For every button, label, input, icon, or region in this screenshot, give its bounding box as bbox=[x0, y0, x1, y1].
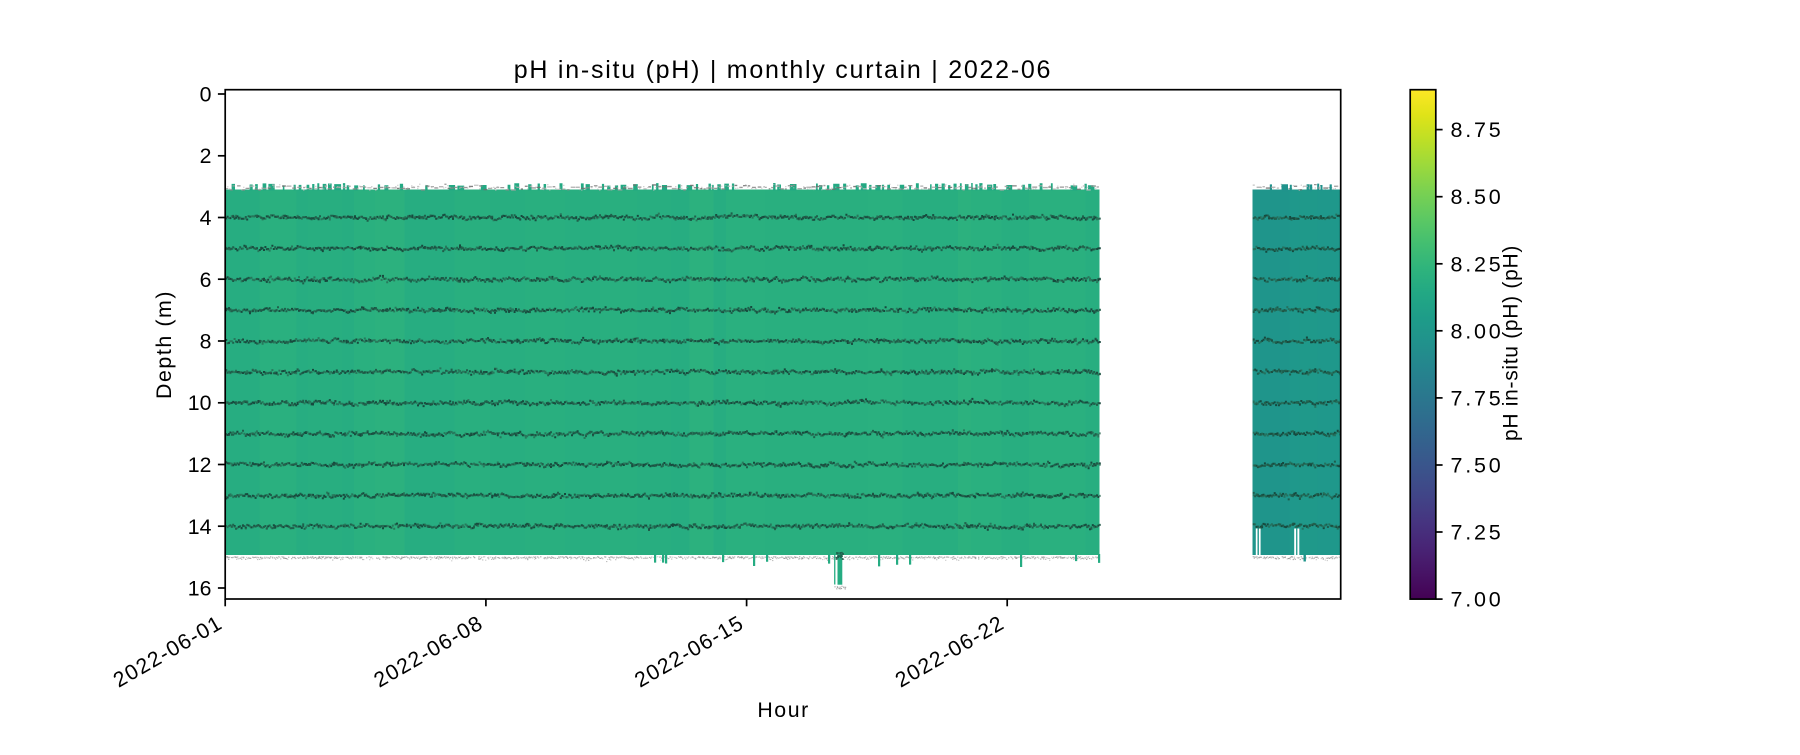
svg-text:8.25: 8.25 bbox=[1451, 252, 1504, 276]
svg-text:10: 10 bbox=[188, 391, 212, 415]
svg-text:7.25: 7.25 bbox=[1451, 521, 1504, 545]
svg-text:8: 8 bbox=[200, 330, 212, 354]
svg-text:8.75: 8.75 bbox=[1451, 118, 1504, 142]
svg-text:12: 12 bbox=[188, 453, 212, 477]
svg-text:7.75: 7.75 bbox=[1451, 386, 1504, 410]
svg-text:pH in-situ (pH) (pH): pH in-situ (pH) (pH) bbox=[1500, 245, 1523, 441]
svg-text:2: 2 bbox=[200, 144, 212, 168]
svg-text:7.00: 7.00 bbox=[1451, 588, 1504, 612]
svg-text:4: 4 bbox=[200, 206, 212, 230]
svg-text:0: 0 bbox=[200, 83, 212, 107]
svg-text:16: 16 bbox=[188, 577, 212, 601]
svg-text:pH in-situ (pH) | monthly curt: pH in-situ (pH) | monthly curtain | 2022… bbox=[514, 56, 1052, 84]
svg-text:14: 14 bbox=[188, 515, 212, 539]
svg-text:8.00: 8.00 bbox=[1451, 319, 1504, 343]
svg-text:7.50: 7.50 bbox=[1451, 454, 1504, 478]
svg-text:Depth (m): Depth (m) bbox=[152, 290, 176, 399]
svg-text:6: 6 bbox=[200, 268, 212, 292]
svg-text:Hour: Hour bbox=[757, 698, 810, 722]
svg-text:8.50: 8.50 bbox=[1451, 185, 1504, 209]
